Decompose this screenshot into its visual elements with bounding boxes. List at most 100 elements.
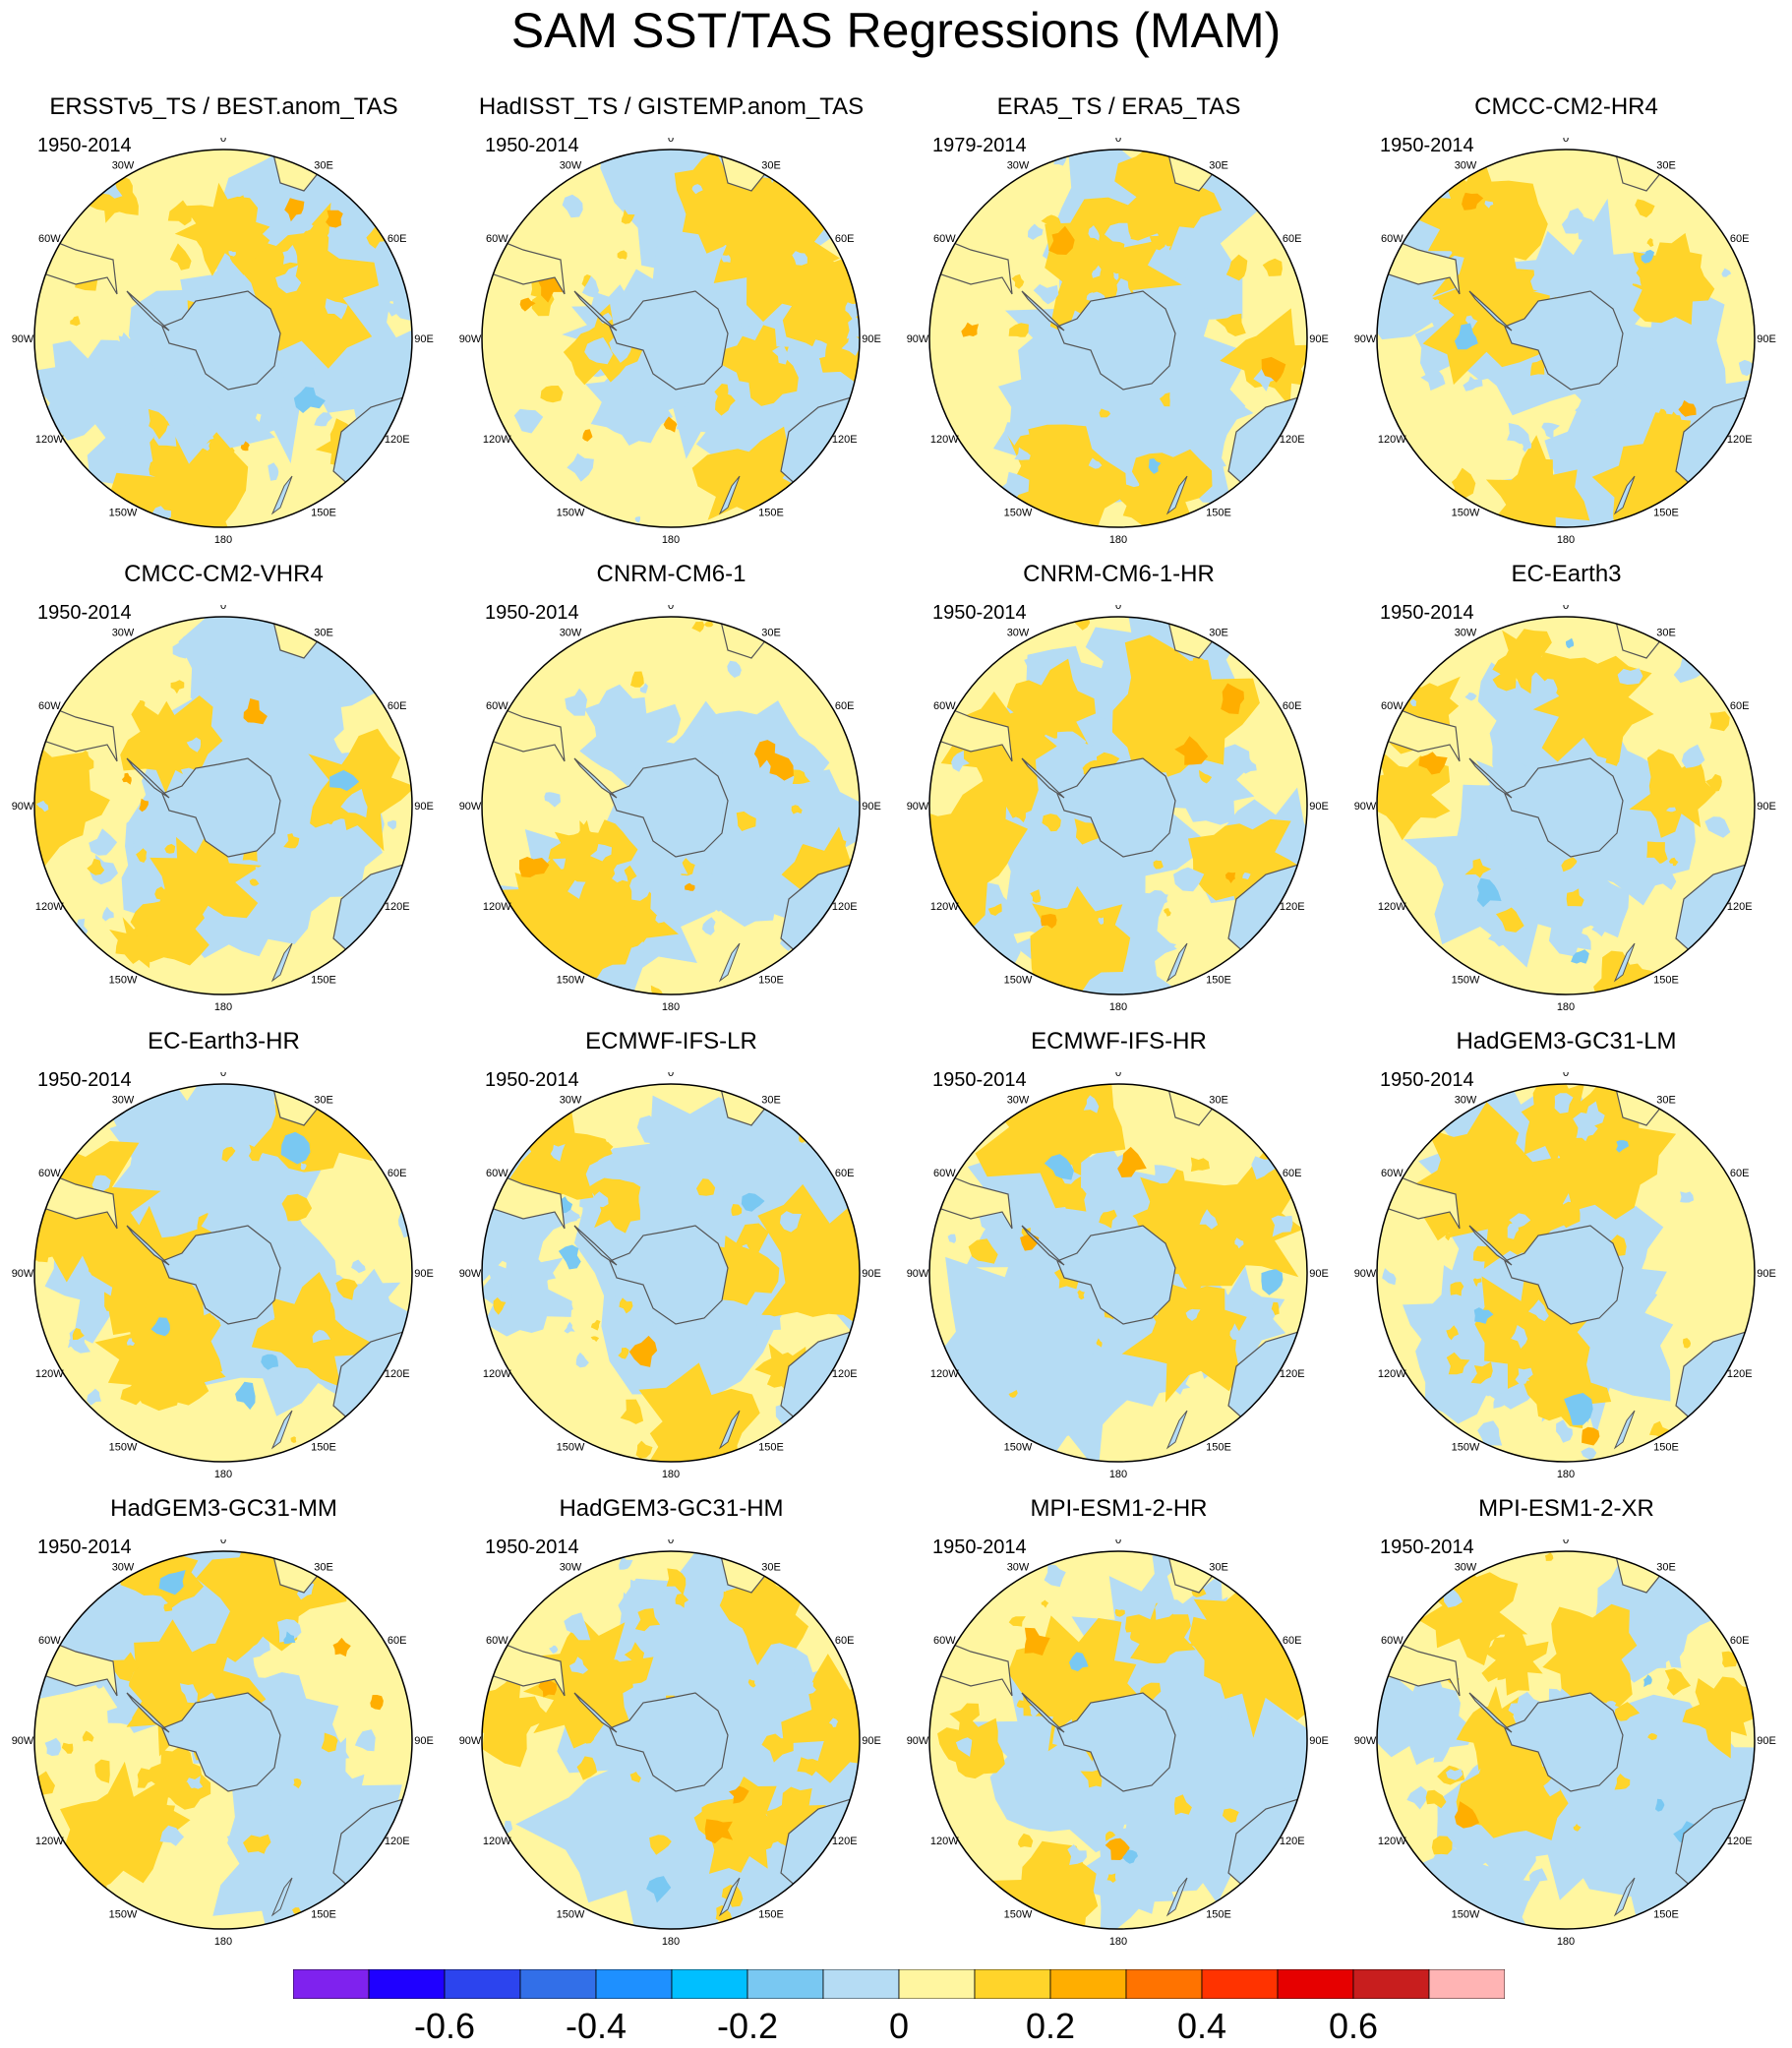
colorbar-tick-label: -0.2 — [716, 2006, 779, 2046]
field-patch — [727, 660, 742, 678]
longitude-label: 120W — [483, 434, 511, 446]
map-panel: CNRM-CM6-1 0 30E 60E 90E 120E 150E 180 150W 120W 9… — [448, 554, 895, 1021]
field-strong-spot — [1566, 637, 1575, 649]
field-warm-region — [1629, 749, 1716, 838]
panel-period: 1950-2014 — [1380, 1069, 1474, 1091]
field-patch — [1622, 759, 1642, 777]
field-warm-region — [548, 819, 607, 877]
field-patch — [198, 426, 214, 441]
antarctic-peninsula — [126, 290, 170, 331]
field-patch — [1008, 1390, 1018, 1398]
map-border — [33, 1550, 413, 1930]
longitude-label: 30W — [1455, 159, 1477, 171]
field-patch — [340, 789, 368, 818]
polar-map: 0 30E 60E 90E 120E 150E 180 150W 120W 90W 60W 30W — [907, 138, 1329, 546]
field-patch — [1507, 1223, 1519, 1239]
field-patch — [773, 876, 782, 884]
field-strong-spot — [582, 429, 593, 442]
field-patch — [952, 808, 972, 825]
field-patch — [1635, 199, 1655, 218]
field-patch — [112, 1652, 140, 1682]
longitude-label: 180 — [662, 534, 680, 546]
field-patch — [1524, 639, 1543, 657]
field-patch — [846, 316, 860, 339]
field-patch — [634, 515, 641, 523]
longitude-label: 30W — [560, 1561, 582, 1573]
field-patch — [139, 933, 149, 941]
field-patch — [88, 1254, 114, 1282]
field-strong-spot — [1117, 1146, 1147, 1177]
field-patch — [1581, 1447, 1597, 1460]
field-patch — [154, 886, 170, 900]
field-patch — [504, 1820, 513, 1834]
new-zealand-coastline — [1165, 942, 1188, 983]
field-patch — [325, 298, 348, 320]
field-patch — [219, 1318, 242, 1336]
map-border — [1376, 616, 1756, 995]
field-warm-region — [781, 1654, 860, 1783]
field-strong-spot — [646, 1876, 672, 1903]
field-patch — [275, 265, 302, 294]
longitude-label: 30W — [560, 159, 582, 171]
longitude-label: 60W — [486, 1635, 508, 1647]
field-strong-spot — [122, 772, 132, 785]
longitude-label: 60E — [1730, 1635, 1750, 1647]
map-border — [33, 1083, 413, 1463]
longitude-label: 90W — [12, 1268, 34, 1280]
field-cold-region — [585, 357, 673, 446]
longitude-label: 120W — [1378, 434, 1406, 446]
polar-map: 0 30E 60E 90E 120E 150E 180 150W 120W 90W 60W 30W — [1354, 605, 1776, 1013]
field-warm-region — [34, 735, 110, 872]
field-patch — [1495, 1668, 1509, 1681]
field-patch — [1709, 711, 1730, 732]
longitude-label: 60E — [835, 1168, 855, 1179]
polar-map: 0 30E 60E 90E 120E 150E 180 150W 120W 90W 60W 30W — [907, 1539, 1329, 1948]
field-patch — [137, 1768, 155, 1788]
field-patch — [321, 1732, 338, 1753]
field-patch — [1738, 359, 1755, 377]
antarctica-coastline — [609, 757, 729, 858]
antarctic-peninsula — [1021, 1225, 1065, 1266]
antarctica-coastline — [1056, 1225, 1176, 1325]
polar-map: 0 30E 60E 90E 120E 150E 180 150W 120W 90W 60W 30W — [1354, 138, 1776, 546]
field-strong-spot — [519, 297, 536, 312]
field-patch — [715, 1904, 733, 1922]
field-patch — [1015, 710, 1040, 730]
field-patch — [578, 1689, 587, 1700]
map-panel: ERA5_TS / ERA5_TAS 0 30E 60E 90E 120E 150E 180 1… — [895, 87, 1343, 554]
antarctic-peninsula — [1468, 1692, 1513, 1733]
field-patch — [95, 1682, 103, 1689]
field-strong-spot — [243, 698, 268, 725]
field-strong-spot — [1041, 914, 1057, 929]
field-strong-spot — [704, 1819, 734, 1844]
longitude-label: 150E — [1653, 1442, 1679, 1454]
field-patch — [1683, 1338, 1692, 1349]
field-strong-spot — [1571, 949, 1589, 964]
longitude-label: 60E — [388, 700, 407, 712]
longitude-label: 150W — [1004, 508, 1033, 519]
colorbar-swatch — [1201, 1969, 1279, 1999]
field-patch — [675, 1593, 689, 1608]
antarctic-peninsula — [573, 1692, 618, 1733]
field-patch — [1099, 408, 1111, 418]
antarctic-peninsula — [1468, 290, 1513, 331]
longitude-label: 90E — [1309, 1268, 1329, 1280]
antarctica-coastline — [1056, 290, 1176, 391]
field-patch — [714, 384, 729, 397]
longitude-label: 120W — [1378, 1836, 1406, 1847]
field-patch — [1067, 440, 1079, 450]
field-patch — [684, 1787, 702, 1818]
field-patch — [581, 1731, 596, 1744]
field-warm-region — [1125, 1602, 1196, 1664]
field-patch — [1420, 363, 1446, 392]
field-patch — [136, 848, 148, 863]
field-patch — [629, 1772, 641, 1783]
field-patch — [351, 1259, 366, 1274]
field-warm-region — [149, 1328, 223, 1406]
field-patch — [828, 1717, 839, 1727]
field-patch — [753, 1313, 781, 1341]
longitude-label: 150E — [758, 508, 784, 519]
antarctic-peninsula — [126, 757, 170, 799]
map-border — [33, 149, 413, 528]
longitude-label: 180 — [214, 1936, 232, 1948]
